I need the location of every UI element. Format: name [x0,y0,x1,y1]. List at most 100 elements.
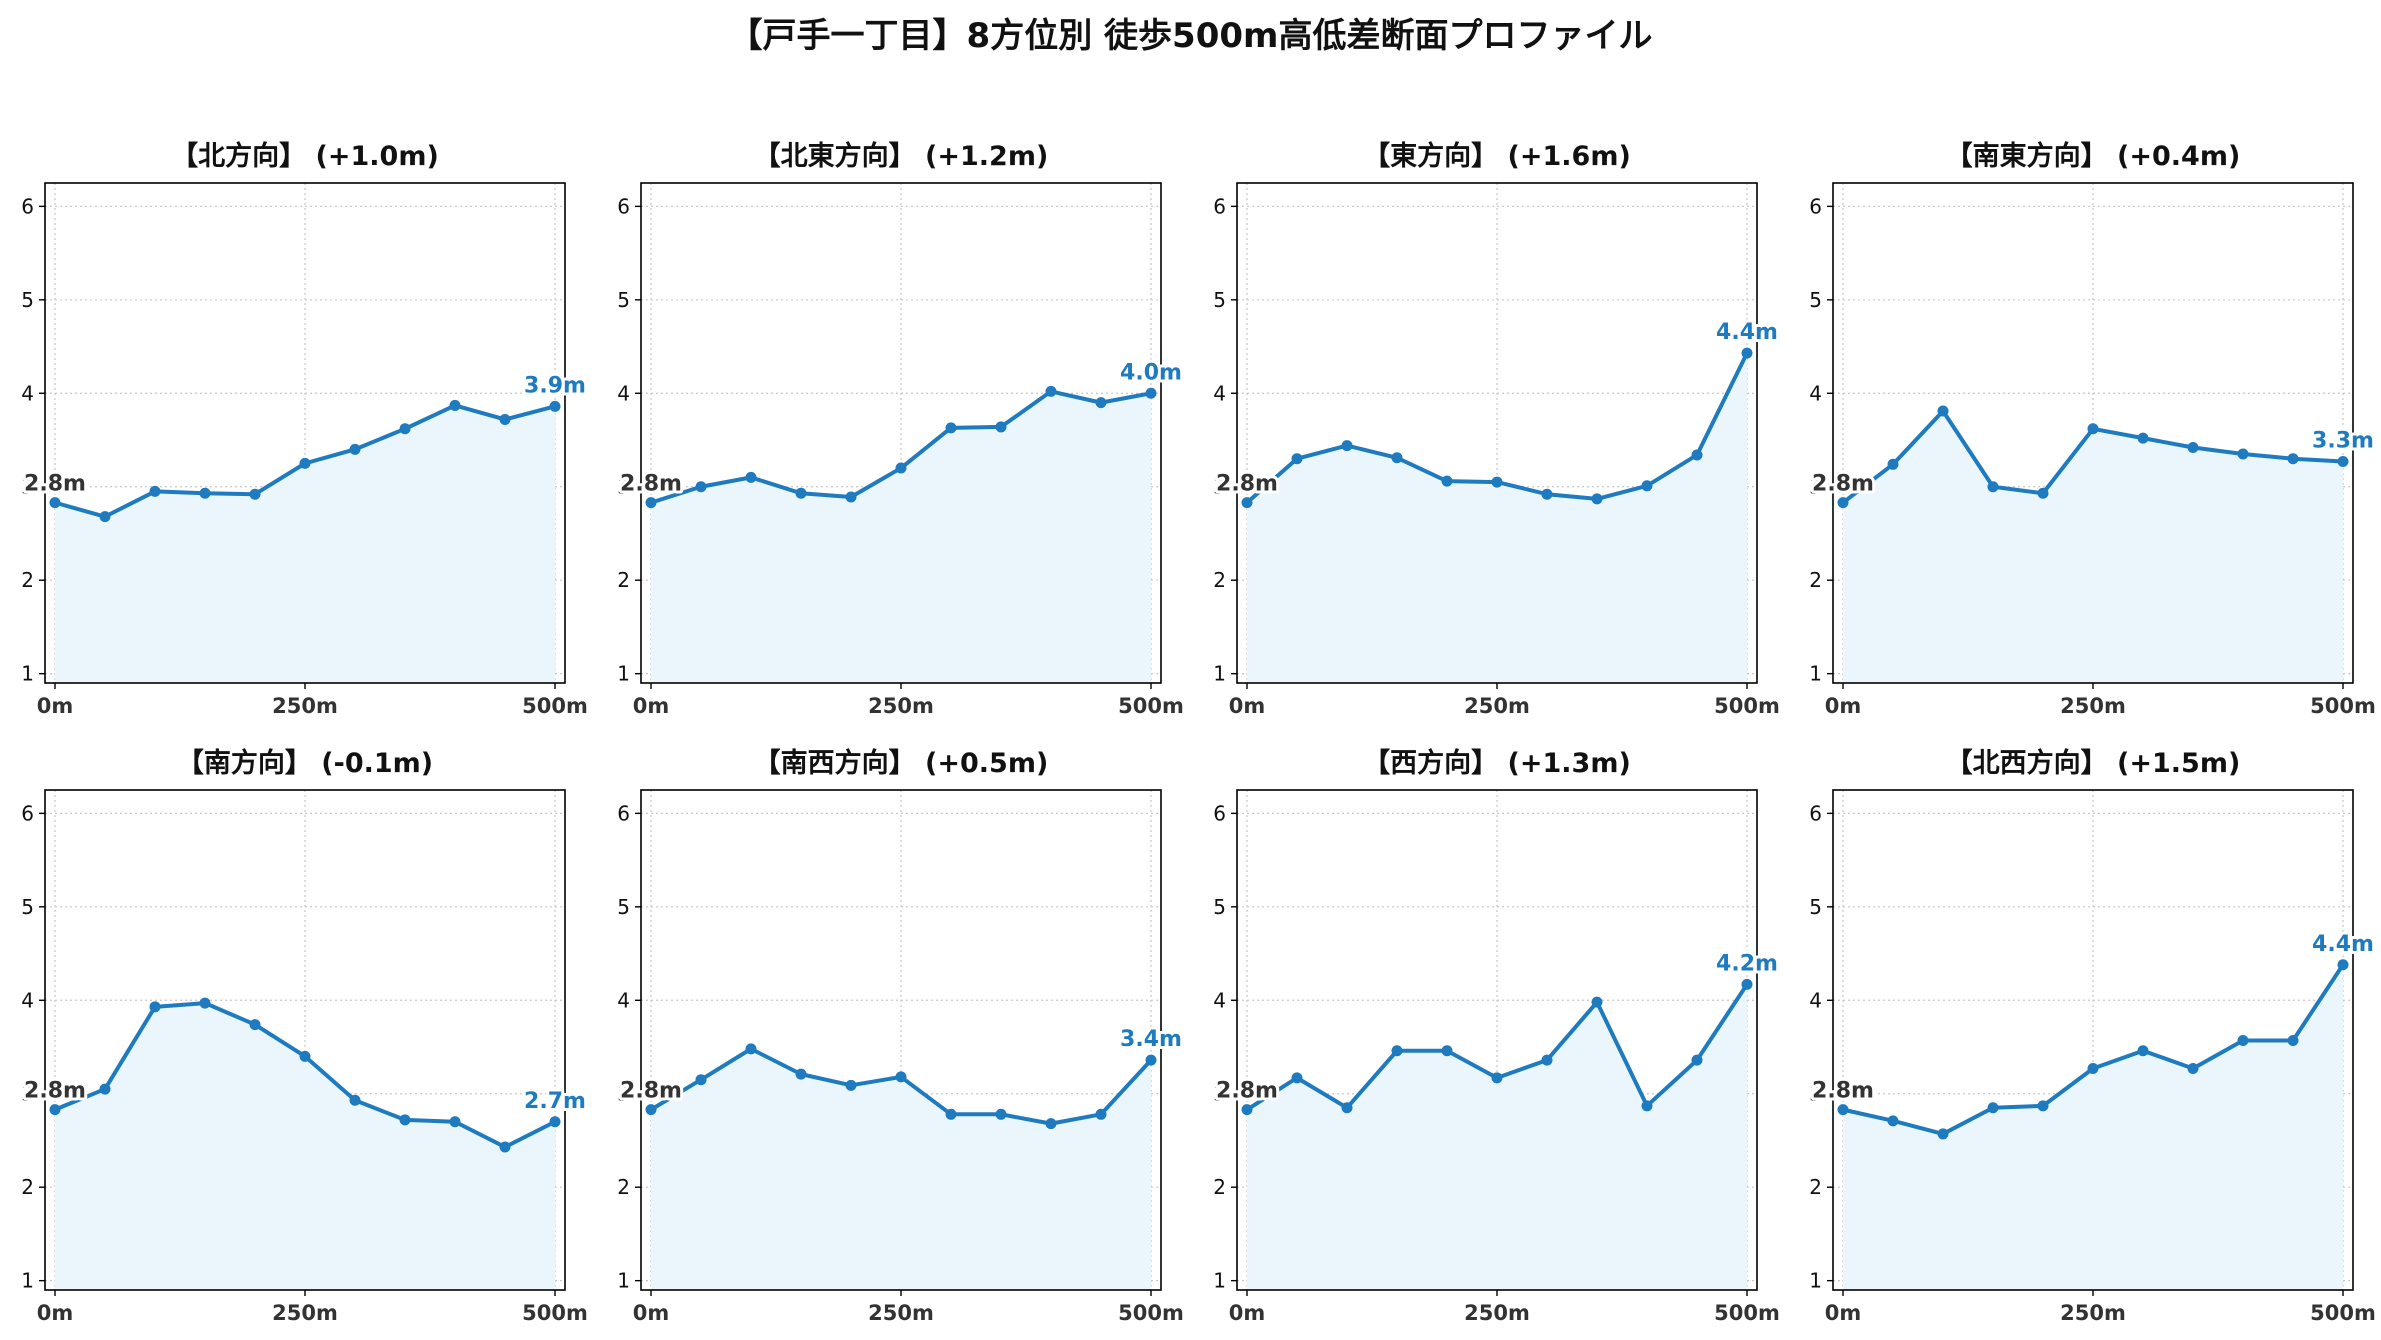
data-point [399,423,411,435]
data-point [1095,397,1107,409]
data-point [945,1108,957,1120]
y-tick-label: 3 [617,1082,630,1106]
subplot-title: 【北西方向】 (+1.5m) [1946,747,2241,779]
data-point [1291,453,1303,465]
x-tick-label: 0m [1825,1301,1862,1325]
data-point [1145,387,1157,399]
data-point [2337,456,2349,468]
x-tick-label: 250m [868,694,934,718]
data-point [199,997,211,1009]
subplot-5: 【南方向】 (-0.1m) 1 2 3 4 5 6 0m 250m 500m 2.8m 2.7m [21,747,589,1325]
data-point [1045,385,1057,397]
data-point [1837,1104,1849,1116]
data-point [645,1104,657,1116]
y-tick-label: 2 [1213,568,1226,592]
subplot-title: 【東方向】 (+1.6m) [1363,140,1631,172]
data-point [645,497,657,509]
start-elevation-label: 2.8m [1812,472,1874,497]
data-point [1241,497,1253,509]
y-tick-label: 5 [21,895,34,919]
data-point [99,1083,111,1095]
data-point [1591,996,1603,1008]
area-fill [1843,964,2343,1290]
x-tick-label: 0m [37,694,74,718]
data-point [449,1116,461,1128]
y-tick-label: 6 [21,194,34,218]
end-elevation-label: 4.2m [1716,951,1778,976]
data-point [1241,1104,1253,1116]
x-tick-label: 250m [2060,694,2126,718]
y-tick-label: 1 [1213,662,1226,686]
subplot-title: 【南東方向】 (+0.4m) [1946,140,2241,172]
x-tick-label: 500m [1714,694,1780,718]
x-tick-label: 250m [1464,1301,1530,1325]
data-point [1987,481,1999,493]
y-tick-label: 2 [21,1175,34,1199]
y-tick-label: 4 [1809,988,1822,1012]
end-elevation-label: 3.9m [524,373,586,398]
data-point [1441,1045,1453,1057]
data-point [1491,1072,1503,1084]
data-point [2187,1063,2199,1075]
data-point [2237,1034,2249,1046]
data-point [1691,449,1703,461]
data-point [1541,1054,1553,1066]
y-tick-label: 1 [1809,1269,1822,1293]
x-tick-label: 500m [1118,1301,1184,1325]
y-tick-label: 1 [617,1269,630,1293]
y-tick-label: 5 [21,288,34,312]
x-tick-label: 250m [272,694,338,718]
y-tick-label: 4 [1213,988,1226,1012]
subplot-3: 【東方向】 (+1.6m) 1 2 3 4 5 6 0m 250m 500m 2.8m 4.4m [1213,140,1781,718]
data-point [1641,480,1653,492]
data-point [199,487,211,499]
area-fill [651,391,1151,683]
data-point [99,511,111,523]
data-point [1145,1054,1157,1066]
x-tick-label: 500m [2310,1301,2376,1325]
data-point [49,497,61,509]
data-point [1591,493,1603,505]
data-point [1987,1102,1999,1114]
y-tick-label: 5 [1809,895,1822,919]
data-point [1341,440,1353,452]
x-tick-label: 0m [1229,694,1266,718]
data-point [695,1074,707,1086]
data-point [1937,1128,1949,1140]
data-point [845,491,857,503]
data-point [1837,497,1849,509]
data-point [2187,441,2199,453]
x-tick-label: 500m [1118,694,1184,718]
area-fill [55,1003,555,1290]
data-point [845,1079,857,1091]
subplot-6: 【南西方向】 (+0.5m) 1 2 3 4 5 6 0m 250m 500m 2.8m 3.4m [617,747,1185,1325]
data-point [745,471,757,483]
y-tick-label: 3 [1809,475,1822,499]
data-point [2137,432,2149,444]
subplot-7: 【西方向】 (+1.3m) 1 2 3 4 5 6 0m 250m 500m 2.8m 4.2m [1213,747,1781,1325]
data-point [1887,458,1899,470]
y-tick-label: 5 [1213,895,1226,919]
end-elevation-label: 3.4m [1120,1027,1182,1052]
area-fill [1843,411,2343,683]
data-point [349,1094,361,1106]
data-point [2237,448,2249,460]
x-tick-label: 0m [1825,694,1862,718]
data-point [249,488,261,500]
data-point [249,1019,261,1031]
start-elevation-label: 2.8m [1812,1079,1874,1104]
y-tick-label: 4 [617,381,630,405]
data-point [2087,423,2099,435]
y-tick-label: 6 [1809,194,1822,218]
y-tick-label: 1 [21,662,34,686]
data-point [1045,1118,1057,1130]
data-point [1691,1054,1703,1066]
data-point [2037,1100,2049,1112]
x-tick-label: 250m [2060,1301,2126,1325]
data-point [695,481,707,493]
data-point [499,1141,511,1153]
data-point [549,1116,561,1128]
subplot-title: 【南方向】 (-0.1m) [177,747,433,779]
x-tick-label: 500m [1714,1301,1780,1325]
